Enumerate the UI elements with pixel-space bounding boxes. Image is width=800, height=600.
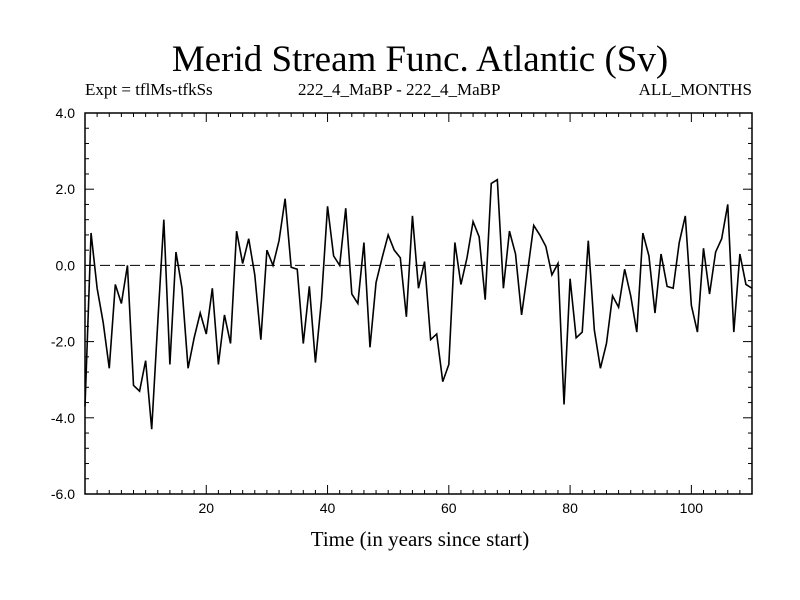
y-tick-label: -4.0 [51,410,75,426]
x-tick-label: 40 [320,500,336,516]
period-label: ALL_MONTHS [638,80,752,99]
y-tick-label: 0.0 [56,257,76,273]
y-tick-label: -2.0 [51,334,75,350]
plot-frame [84,112,753,495]
axis-ticks [85,112,752,495]
x-tick-label: 20 [198,500,214,516]
x-tick-label: 60 [441,500,457,516]
y-tick-label: 2.0 [56,181,76,197]
x-tick-label: 80 [562,500,578,516]
series-line [84,178,753,430]
x-axis-label: Time (in years since start) [310,527,530,551]
series-group [84,178,753,430]
comparison-label: 222_4_MaBP - 222_4_MaBP [298,80,501,99]
chart-title: Merid Stream Func. Atlantic (Sv) [171,39,669,80]
axis-tick-labels: 20 40 60 80 100 -6.0 -4.0 -2.0 0.0 2.0 4.0 [51,105,703,516]
experiment-label: Expt = tflMs-tfkSs [85,80,213,99]
y-tick-label: -6.0 [51,486,75,502]
y-tick-label: 4.0 [56,105,76,121]
x-tick-label: 100 [680,500,704,516]
